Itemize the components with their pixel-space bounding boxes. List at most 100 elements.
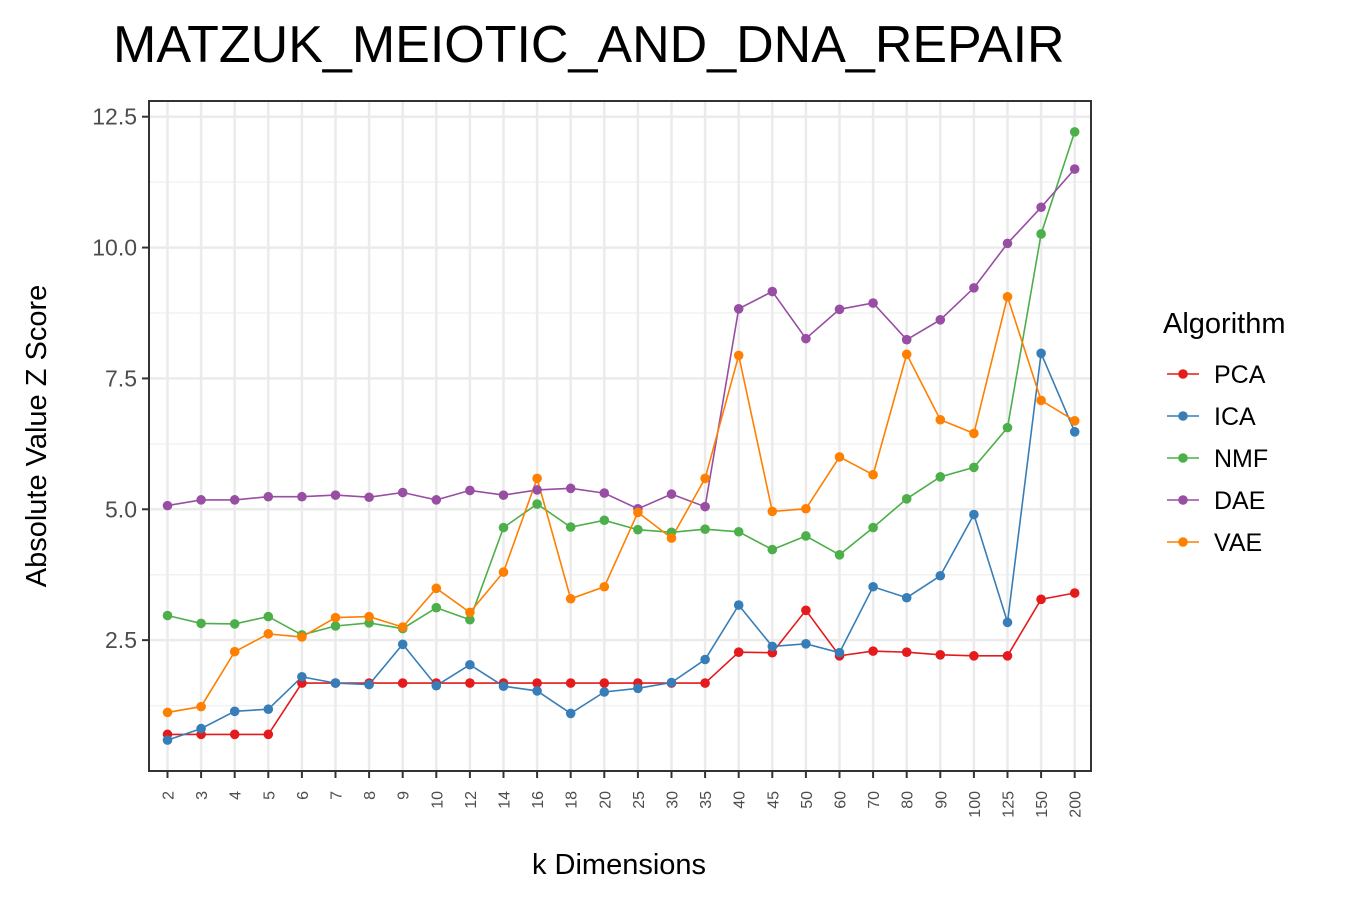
minor-gridlines (149, 181, 1091, 707)
plot-area (148, 100, 1092, 772)
data-point-ica (868, 581, 878, 592)
data-point-nmf (868, 522, 878, 533)
x-tick-label: 80 (900, 791, 917, 809)
x-tick-label: 100 (967, 791, 984, 818)
legend-item-nmf: NMF (1167, 445, 1268, 473)
legend-item-vae: VAE (1167, 529, 1262, 557)
x-axis-title: k Dimensions (532, 849, 706, 881)
data-point-pca (868, 646, 878, 656)
x-axis: 2 3 4 5 6 7 8 9 10 12 14 16 18 20 25 30 35 40 45 50 60 70 80 90… (161, 771, 1085, 818)
data-point-vae (162, 707, 173, 718)
x-tick-label: 150 (1034, 791, 1051, 818)
data-point-ica (1002, 617, 1013, 628)
data-point-ica (196, 723, 206, 734)
data-point-vae (364, 611, 374, 622)
data-point-ica (565, 708, 576, 719)
series-line-vae (167, 293, 1076, 714)
data-point-vae (330, 612, 341, 623)
x-tick-label: 40 (732, 791, 749, 809)
data-point-nmf (1002, 422, 1013, 433)
x-tick-label: 5 (261, 791, 278, 800)
data-point-pca (969, 651, 979, 661)
data-point-nmf (229, 619, 240, 629)
data-point-pca (1069, 588, 1080, 598)
data-point-vae (1069, 416, 1080, 426)
data-point-ica (465, 659, 475, 670)
legend-item-dae: DAE (1167, 487, 1265, 515)
x-tick-label: 25 (631, 791, 648, 809)
data-point-ica (834, 647, 845, 658)
x-tick-label: 125 (1001, 791, 1018, 818)
data-point-nmf (767, 544, 778, 555)
x-tick-label: 45 (765, 791, 782, 809)
x-tick-label: 14 (497, 791, 514, 809)
legend: Algorithm PCA ICA NMF DAE VAE (1163, 308, 1286, 557)
data-point-vae (599, 581, 610, 592)
y-tick-label: 12.5 (92, 104, 137, 130)
data-point-vae (733, 350, 744, 361)
data-point-dae (767, 286, 778, 297)
data-point-dae (969, 283, 979, 293)
data-point-vae (1002, 291, 1013, 302)
legend-items: PCA ICA NMF DAE VAE (1167, 361, 1268, 557)
data-point-vae (465, 607, 475, 618)
data-point-nmf (733, 526, 744, 537)
data-point-dae (465, 485, 475, 496)
data-point-dae (397, 487, 408, 498)
data-point-vae (834, 452, 845, 462)
data-point-dae (1069, 164, 1080, 174)
data-point-ica (263, 704, 274, 715)
data-point-dae (666, 489, 677, 499)
data-point-pca (733, 647, 744, 657)
data-point-vae (397, 622, 408, 632)
data-point-nmf (901, 494, 912, 504)
legend-label: VAE (1214, 529, 1262, 557)
data-point-nmf (532, 499, 542, 509)
data-point-pca (263, 729, 274, 740)
legend-label: DAE (1214, 487, 1265, 515)
x-tick-label: 35 (698, 791, 715, 809)
data-point-dae (801, 333, 811, 344)
data-point-vae (229, 646, 240, 657)
data-point-nmf (969, 462, 979, 473)
data-point-pca (565, 678, 576, 688)
x-tick-label: 4 (228, 791, 245, 800)
data-point-dae (297, 491, 307, 502)
data-point-ica (364, 679, 374, 690)
data-point-vae (498, 567, 509, 577)
x-tick-label: 16 (530, 791, 547, 809)
legend-item-pca: PCA (1167, 361, 1266, 389)
legend-label: PCA (1214, 361, 1266, 389)
legend-label: NMF (1214, 445, 1268, 473)
data-point-dae (263, 491, 274, 502)
data-point-nmf (162, 610, 173, 621)
data-point-dae (700, 501, 710, 512)
data-point-dae (162, 500, 173, 511)
data-point-ica (901, 592, 912, 603)
data-point-vae (196, 701, 206, 712)
data-point-pca (465, 678, 475, 688)
data-point-ica (733, 600, 744, 610)
data-point-pca (801, 605, 811, 616)
data-point-pca (1036, 594, 1046, 605)
x-tick-label: 10 (429, 791, 446, 809)
data-point-ica (532, 686, 542, 696)
data-point-nmf (196, 618, 206, 629)
legend-key-point (1178, 453, 1188, 463)
data-point-ica (700, 654, 710, 665)
x-tick-label: 2 (161, 791, 178, 800)
x-tick-label: 6 (295, 791, 312, 800)
data-point-dae (364, 492, 374, 503)
series-line-dae (167, 168, 1076, 510)
legend-item-ica: ICA (1167, 403, 1256, 431)
y-axis-title: Absolute Value Z Score (21, 285, 53, 588)
data-point-pca (532, 678, 542, 688)
data-point-vae (969, 428, 979, 439)
x-tick-label: 60 (833, 791, 850, 809)
data-point-nmf (498, 522, 509, 533)
data-point-dae (834, 304, 845, 315)
data-point-vae (901, 349, 912, 360)
y-tick-label: 2.5 (105, 627, 137, 653)
data-point-pca (1002, 651, 1013, 661)
x-tick-label: 70 (866, 791, 883, 809)
